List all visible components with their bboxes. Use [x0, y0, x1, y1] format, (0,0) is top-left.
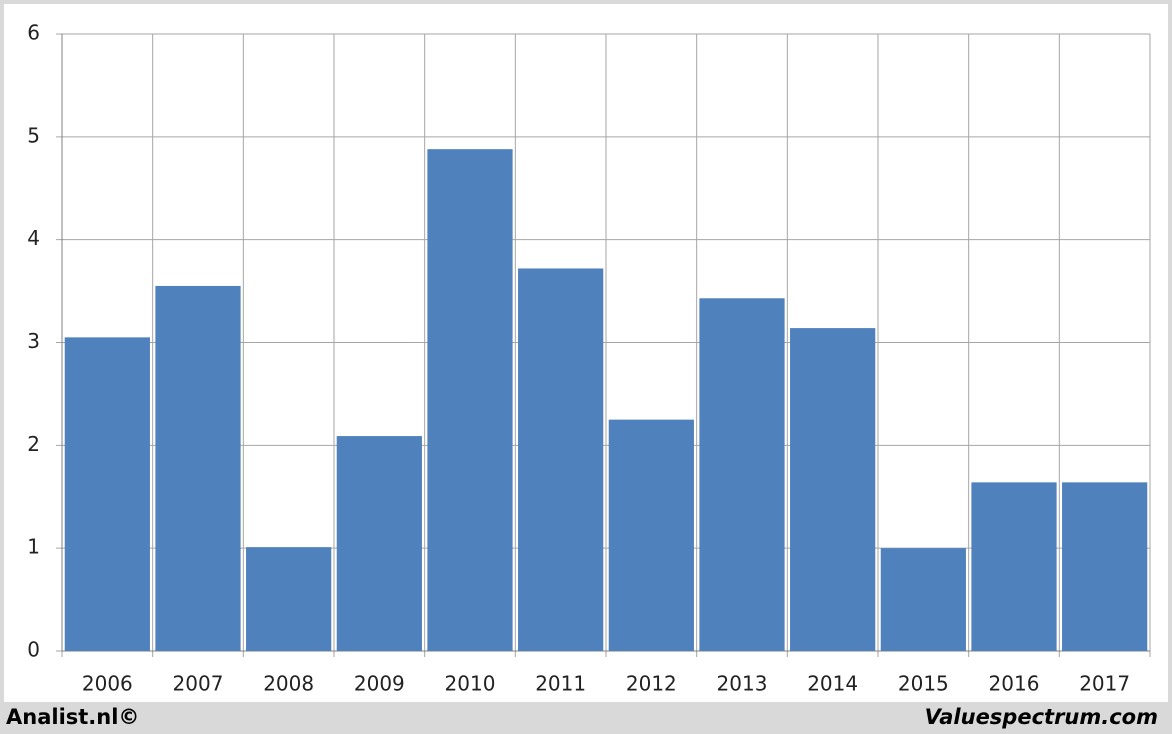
x-tick-label: 2015: [898, 672, 949, 696]
y-tick-label: 4: [27, 226, 40, 250]
x-tick-label: 2014: [807, 672, 858, 696]
x-tick-label: 2008: [263, 672, 314, 696]
x-tick-label: 2017: [1079, 672, 1130, 696]
footer-left: Analist.nl©: [6, 705, 139, 729]
bar: [155, 285, 241, 651]
y-tick-label: 6: [27, 21, 40, 45]
bar: [699, 298, 785, 651]
footer-right: Valuespectrum.com: [925, 705, 1158, 729]
bar: [518, 268, 604, 651]
bar: [608, 419, 694, 651]
bar: [790, 328, 876, 651]
bar: [246, 547, 332, 651]
y-tick-label: 2: [27, 432, 40, 456]
x-tick-label: 2011: [535, 672, 586, 696]
bar: [971, 482, 1057, 651]
x-tick-label: 2012: [626, 672, 677, 696]
x-tick-label: 2010: [445, 672, 496, 696]
bar: [427, 149, 513, 651]
x-tick-label: 2006: [82, 672, 133, 696]
y-tick-label: 5: [27, 123, 40, 147]
bar: [336, 436, 422, 651]
y-tick-label: 0: [27, 638, 40, 662]
x-tick-label: 2007: [173, 672, 224, 696]
bar: [64, 337, 150, 651]
bar: [1062, 482, 1148, 651]
y-tick-label: 3: [27, 329, 40, 353]
x-tick-label: 2013: [717, 672, 768, 696]
x-tick-label: 2009: [354, 672, 405, 696]
bar: [880, 548, 966, 651]
y-tick-label: 1: [27, 535, 40, 559]
x-tick-label: 2016: [989, 672, 1040, 696]
